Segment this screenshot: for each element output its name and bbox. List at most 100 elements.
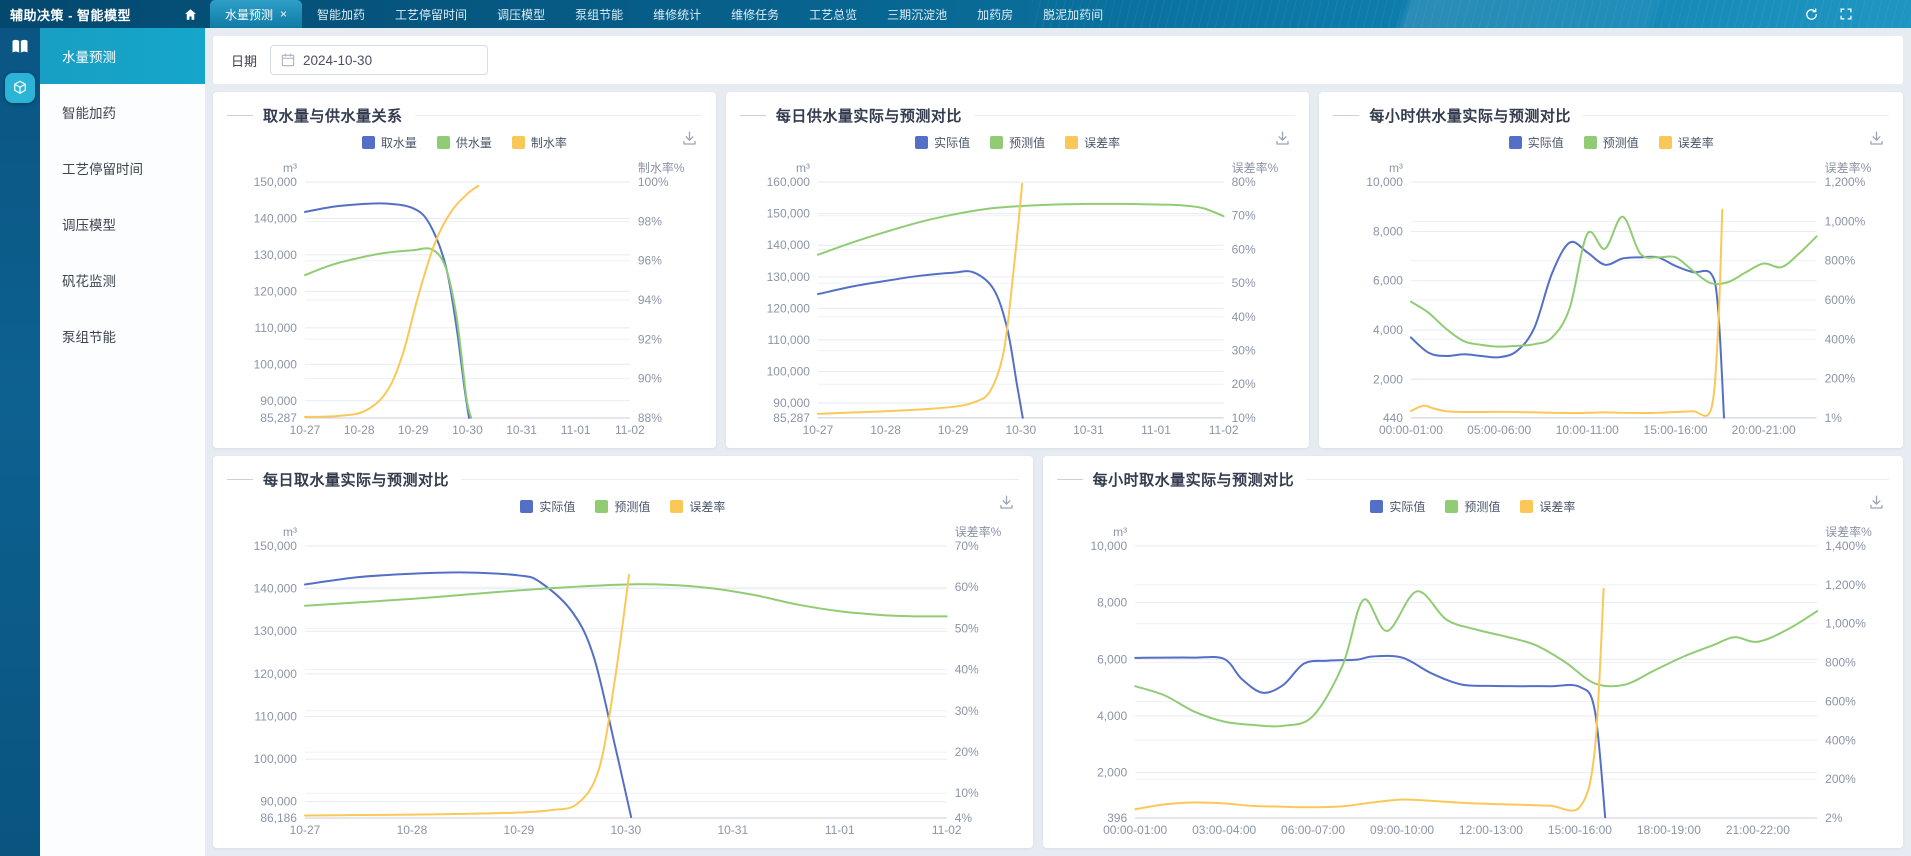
chart-canvas-3[interactable]: 150,000 140,000 130,000 120,000 110,000 100,0…: [227, 518, 1019, 840]
header-tab-9[interactable]: 加药房: [962, 0, 1028, 28]
legend-label: 供水量: [455, 135, 492, 150]
calendar-icon: [281, 53, 295, 67]
svg-text:10,000: 10,000: [1367, 175, 1404, 189]
legend-item[interactable]: 误差率: [1520, 498, 1575, 515]
legend-item[interactable]: 实际值: [915, 134, 970, 151]
svg-text:18:00-19:00: 18:00-19:00: [1637, 823, 1701, 837]
legend-item[interactable]: 供水量: [436, 134, 492, 151]
legend-item[interactable]: 实际值: [1508, 134, 1564, 151]
x-axis-labels: 00:00-01:00 03:00-04:00 06:00-07:00 09:00-1…: [1103, 823, 1790, 837]
title-rule: [461, 478, 1019, 480]
svg-text:1%: 1%: [1825, 411, 1843, 425]
legend-label: 预测值: [1464, 499, 1501, 514]
right-axis-name: 误差率%: [955, 524, 1002, 539]
legend-label: 预测值: [614, 499, 651, 514]
download-icon[interactable]: [1272, 128, 1293, 152]
home-icon: [184, 8, 196, 20]
legend-item[interactable]: 取水量: [361, 134, 417, 151]
legend-item[interactable]: 实际值: [520, 498, 575, 515]
left-unit-label: m³: [1389, 161, 1403, 175]
legend-item[interactable]: 制水率: [511, 134, 567, 151]
legend-item[interactable]: 预测值: [1445, 498, 1500, 515]
chart-legend: 实际值 预测值 误差率: [1057, 494, 1889, 518]
sidebar-item-2[interactable]: 工艺停留时间: [40, 140, 205, 196]
svg-text:8,000: 8,000: [1373, 224, 1403, 238]
svg-text:1,000%: 1,000%: [1825, 214, 1866, 228]
header-tab-0[interactable]: 水量预测 ×: [210, 0, 303, 28]
series-误差率: [816, 182, 1024, 415]
svg-text:80%: 80%: [1231, 175, 1255, 189]
sidebar-item-0[interactable]: 水量预测: [40, 28, 205, 84]
header-tab-4[interactable]: 泵组节能: [560, 0, 638, 28]
svg-text:1,200%: 1,200%: [1825, 578, 1866, 592]
date-picker[interactable]: [270, 45, 489, 75]
refresh-icon: [1806, 7, 1817, 20]
svg-text:130,000: 130,000: [254, 248, 298, 262]
download-icon[interactable]: [996, 492, 1017, 516]
download-icon[interactable]: [1866, 492, 1887, 516]
legend-item[interactable]: 实际值: [1370, 498, 1425, 515]
header-tab-10[interactable]: 脱泥加药间: [1028, 0, 1118, 28]
fullscreen-button[interactable]: [1837, 5, 1855, 23]
chart-card-0: 取水量与供水量关系 取水量 供水量 制水率 150,000 140,000 130,000 1…: [213, 92, 716, 448]
y-axis-labels-left: 10,000 8,000 6,000 4,000 2,000 396: [1090, 539, 1127, 825]
header-tab-3[interactable]: 调压模型: [482, 0, 560, 28]
legend-item[interactable]: 预测值: [1583, 134, 1639, 151]
svg-text:100,000: 100,000: [766, 364, 810, 378]
svg-text:10-31: 10-31: [717, 823, 748, 837]
svg-text:100,000: 100,000: [254, 357, 298, 371]
sidebar-item-label: 泵组节能: [62, 330, 116, 345]
legend-item[interactable]: 误差率: [670, 498, 725, 515]
svg-text:10-29: 10-29: [398, 423, 429, 437]
fullscreen-icon: [1840, 8, 1852, 20]
tab-bar: 水量预测 × 智能加药 工艺停留时间 调压模型 泵组节能 维修统计 维修任务 工艺总览 三期沉淀池…: [170, 0, 1802, 28]
gridlines-left: [304, 545, 947, 803]
svg-text:140,000: 140,000: [254, 212, 298, 226]
svg-text:120,000: 120,000: [766, 301, 810, 315]
tab-close-icon[interactable]: ×: [280, 7, 288, 21]
download-icon[interactable]: [1866, 128, 1887, 152]
y-axis-labels-left: 150,000 140,000 130,000 120,000 110,000 100,0…: [254, 539, 298, 825]
chart-canvas-4[interactable]: 10,000 8,000 6,000 4,000 2,000 396 1,400% 1,200…: [1057, 518, 1889, 840]
tab-label: 水量预测: [225, 7, 274, 22]
header-tab-5[interactable]: 维修统计: [638, 0, 716, 28]
refresh-button[interactable]: [1802, 5, 1821, 24]
svg-text:00:00-01:00: 00:00-01:00: [1379, 423, 1443, 437]
y-axis-labels-left: 150,000 140,000 130,000 120,000 110,000 100,0…: [254, 175, 298, 425]
chart-canvas-1[interactable]: 160,000 150,000 140,000 130,000 120,000 110,0…: [740, 154, 1296, 440]
legend-label: 误差率: [1539, 499, 1576, 514]
legend-item[interactable]: 预测值: [595, 498, 650, 515]
header-tab-6[interactable]: 维修任务: [716, 0, 794, 28]
header-tab-8[interactable]: 三期沉淀池: [872, 0, 962, 28]
series-误差率: [1133, 587, 1605, 812]
sidebar-item-5[interactable]: 泵组节能: [40, 308, 205, 364]
title-dash: [1333, 114, 1360, 116]
date-input[interactable]: [303, 52, 478, 68]
svg-text:1,400%: 1,400%: [1825, 539, 1866, 553]
chart-canvas-2[interactable]: 10,000 8,000 6,000 4,000 2,000 440 1,200% 1,000…: [1333, 154, 1889, 440]
left-unit-label: m³: [796, 161, 810, 175]
model-cube-icon[interactable]: [5, 73, 35, 103]
sidebar-item-3[interactable]: 调压模型: [40, 196, 205, 252]
legend-item[interactable]: 预测值: [990, 134, 1045, 151]
legend-item[interactable]: 误差率: [1065, 134, 1120, 151]
book-icon[interactable]: [10, 37, 30, 57]
sidebar-item-1[interactable]: 智能加药: [40, 84, 205, 140]
header-tab-7[interactable]: 工艺总览: [794, 0, 872, 28]
header-tab-2[interactable]: 工艺停留时间: [380, 0, 482, 28]
sidebar-item-4[interactable]: 矾花监测: [40, 252, 205, 308]
svg-text:03:00-04:00: 03:00-04:00: [1192, 823, 1256, 837]
gridlines-left: [1134, 545, 1817, 774]
legend-item[interactable]: 误差率: [1658, 134, 1714, 151]
legend-swatch: [361, 135, 375, 149]
x-axis-labels: 10-27 10-28 10-29 10-30 10-31 11-01 11-02: [802, 423, 1238, 437]
svg-text:110,000: 110,000: [767, 333, 810, 347]
series-供水量: [303, 247, 473, 419]
header-tab-1[interactable]: 智能加药: [302, 0, 380, 28]
home-tab[interactable]: [170, 0, 210, 28]
download-icon[interactable]: [679, 128, 700, 152]
svg-text:2,000: 2,000: [1373, 372, 1403, 386]
legend-swatch: [915, 135, 929, 149]
chart-canvas-0[interactable]: 150,000 140,000 130,000 120,000 110,000 100,0…: [227, 154, 702, 440]
series-预测值: [1133, 590, 1818, 728]
